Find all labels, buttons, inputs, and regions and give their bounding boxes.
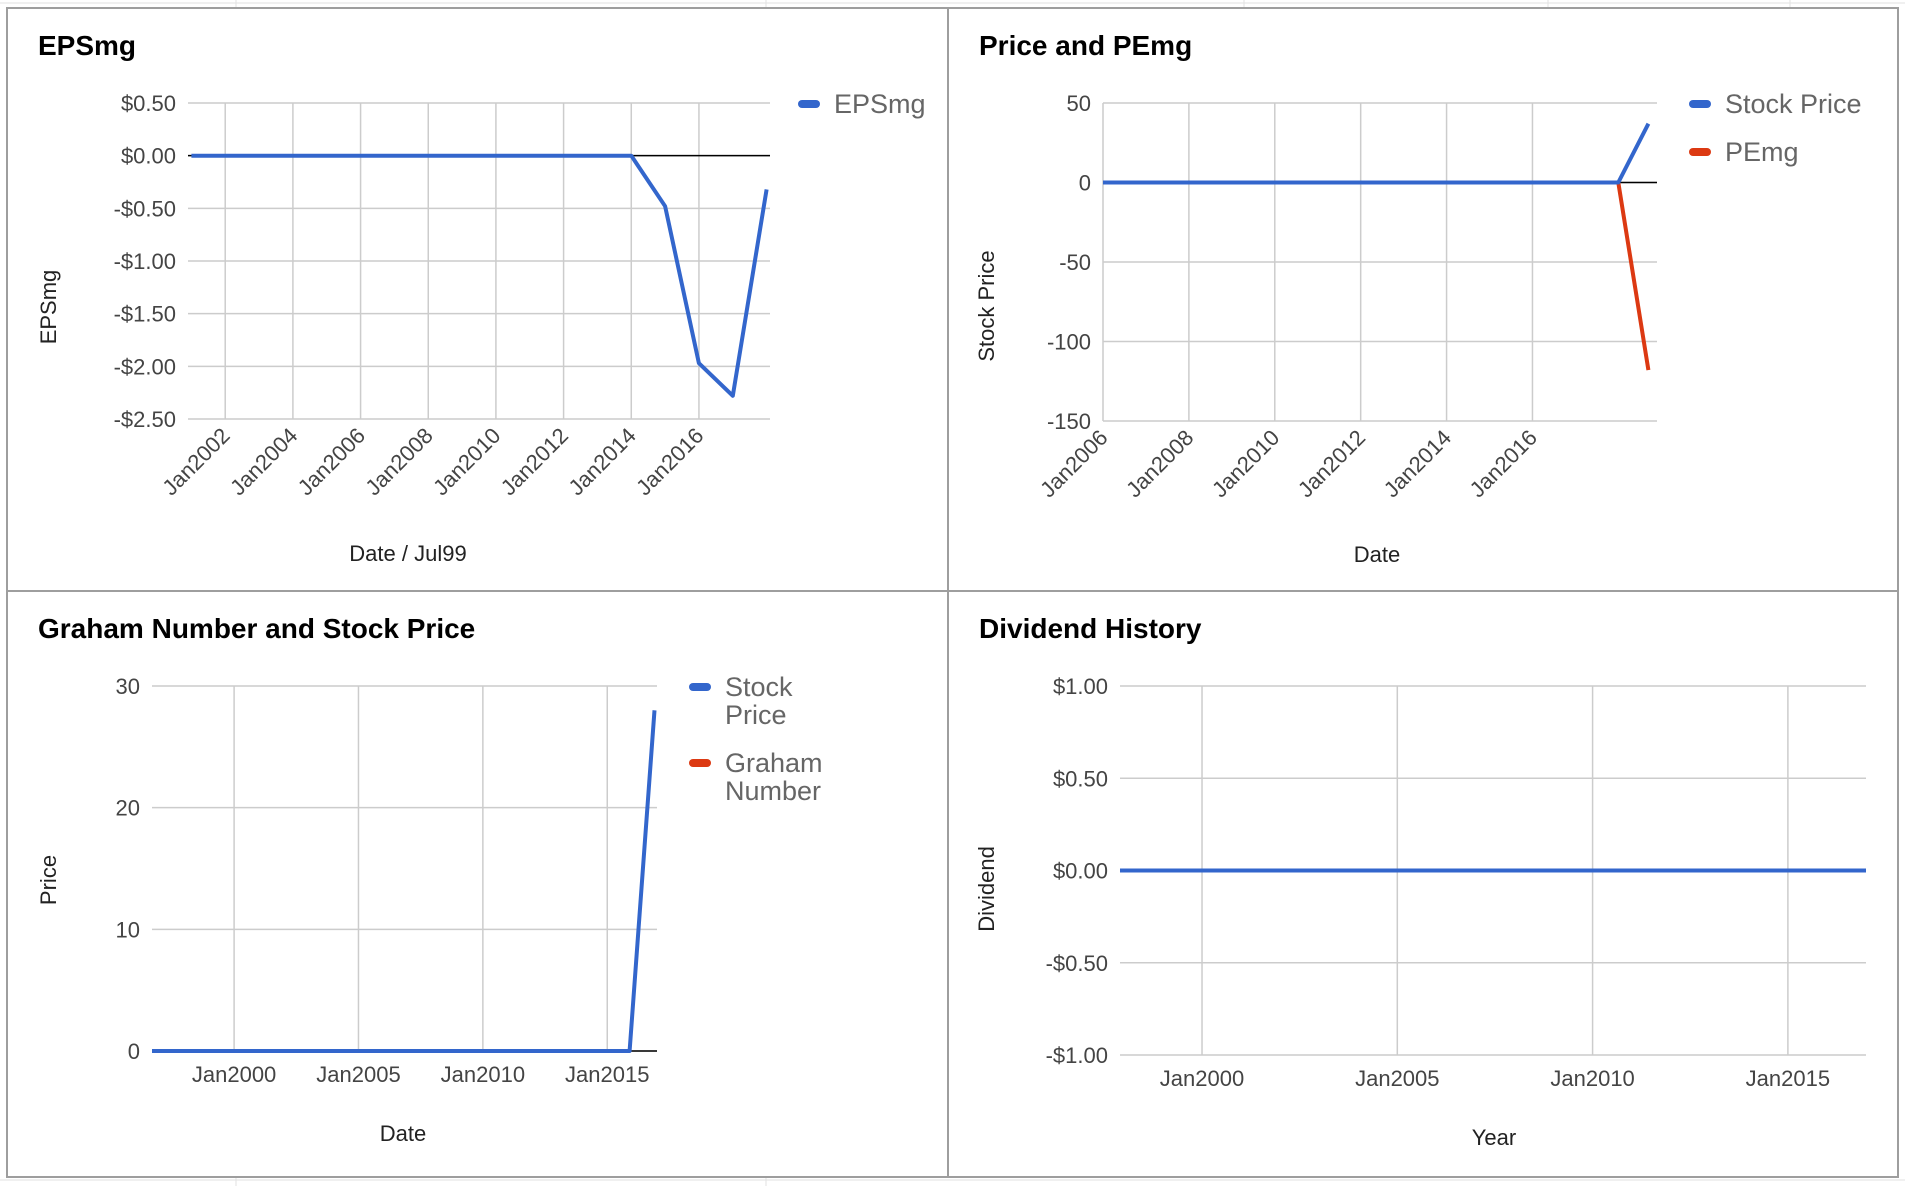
- legend-label: Graham Number: [725, 748, 823, 806]
- x-tick-label: Jan2014: [1379, 425, 1456, 502]
- y-axis-title: Dividend: [974, 846, 999, 932]
- legend-swatch: [1689, 148, 1711, 156]
- price-pemg-chart-svg: Price and PEmg 500-50-100-150 Jan2006 Jan…: [974, 30, 1862, 567]
- legend-item-graham-number[interactable]: Graham Number: [689, 748, 823, 806]
- x-tick-label: Jan2010: [428, 423, 505, 500]
- y-tick-label: -150: [1047, 409, 1091, 434]
- x-tick-label: Jan2006: [293, 423, 370, 500]
- y-tick-label: -$0.50: [1046, 951, 1108, 976]
- y-axis-title: EPSmg: [36, 270, 61, 345]
- x-tick-label: Jan2005: [316, 1062, 400, 1087]
- y-tick-label: -$1.00: [114, 249, 176, 274]
- series-line-stock-price: [1103, 122, 1651, 185]
- x-tick-label: Jan2002: [157, 423, 234, 500]
- x-tick-label: Jan2010: [1207, 425, 1284, 502]
- x-tick-label: Jan2016: [631, 423, 708, 500]
- x-tick-label: Jan2014: [563, 423, 640, 500]
- y-tick-label: -50: [1059, 250, 1091, 275]
- x-tick-label: Jan2015: [1746, 1066, 1830, 1091]
- x-tick-label: Jan2008: [360, 423, 437, 500]
- x-tick-label: Jan2004: [225, 423, 302, 500]
- y-tick-label: $0.00: [1053, 859, 1108, 884]
- legend-label: PEmg: [1725, 137, 1799, 167]
- y-tick-label: $1.00: [1053, 674, 1108, 699]
- y-tick-label: 50: [1067, 91, 1091, 116]
- x-tick-label: Jan2016: [1465, 425, 1542, 502]
- legend-label: Stock Price: [725, 672, 793, 730]
- y-tick-label: 0: [1079, 171, 1091, 196]
- x-tick-label: Jan2005: [1355, 1066, 1439, 1091]
- graham-chart-svg: Graham Number and Stock Price 30 20 10 0 Ja…: [36, 613, 823, 1146]
- y-tick-label: 20: [116, 796, 140, 821]
- chart-panel-graham[interactable]: Graham Number and Stock Price 30 20 10 0 Ja…: [6, 590, 949, 1178]
- y-tick-label: $0.50: [121, 91, 176, 116]
- epsmg-chart-svg: EPSmg $0.50 $0.00 -$0.50 -$1.00 -$1.50 -$2.00…: [36, 30, 926, 566]
- x-tick-label: Jan2010: [1550, 1066, 1634, 1091]
- x-tick-label: Jan2000: [1160, 1066, 1244, 1091]
- x-axis-title: Year: [1472, 1125, 1516, 1150]
- x-axis-title: Date: [380, 1121, 426, 1146]
- x-axis-title: Date / Jul99: [349, 541, 466, 566]
- y-tick-label: -$2.50: [114, 407, 176, 432]
- legend-item-stock-price[interactable]: Stock Price: [1689, 89, 1862, 119]
- legend-swatch: [689, 759, 711, 767]
- legend-label: EPSmg: [834, 89, 926, 119]
- y-tick-label: -$1.00: [1046, 1043, 1108, 1068]
- y-tick-label: -$0.50: [114, 196, 176, 221]
- x-axis-title: Date: [1354, 542, 1400, 567]
- legend-label: Stock Price: [1725, 89, 1862, 119]
- chart-panel-price-pemg[interactable]: Price and PEmg 50 0 -50 -100 -150 Jan2006 Jan…: [947, 7, 1899, 592]
- legend-item-pemg[interactable]: PEmg: [1689, 137, 1799, 167]
- x-tick-label: Jan2000: [192, 1062, 276, 1087]
- legend-swatch: [798, 100, 820, 108]
- y-tick-label: $0.00: [121, 144, 176, 169]
- x-tick-label: Jan2006: [1035, 425, 1112, 502]
- chart-panel-epsmg[interactable]: EPSmg $0.50 $0.00 -$0.50 -$1.00 -$1.50 -$2.00…: [6, 7, 949, 592]
- y-tick-label: -$1.50: [114, 302, 176, 327]
- x-tick-label: Jan2012: [1293, 425, 1370, 502]
- y-axis-title: Price: [36, 855, 61, 905]
- legend-swatch: [689, 683, 711, 691]
- legend-item-stock-price[interactable]: Stock Price: [689, 672, 793, 730]
- chart-title: Price and PEmg: [979, 30, 1192, 61]
- dividend-chart-svg: Dividend History $1.00 $0.50 $0.00 -$0.50 -$…: [974, 613, 1866, 1150]
- x-tick-label: Jan2008: [1121, 425, 1198, 502]
- y-tick-label: 10: [116, 917, 140, 942]
- y-axis-title: Stock Price: [974, 250, 999, 361]
- x-tick-label: Jan2010: [441, 1062, 525, 1087]
- chart-title: Dividend History: [979, 613, 1202, 644]
- y-tick-label: -100: [1047, 330, 1091, 355]
- chart-title: EPSmg: [38, 30, 136, 61]
- x-tick-label: Jan2015: [565, 1062, 649, 1087]
- legend-swatch: [1689, 100, 1711, 108]
- y-tick-label: 30: [116, 674, 140, 699]
- chart-title: Graham Number and Stock Price: [38, 613, 475, 644]
- y-tick-label: -$2.00: [114, 354, 176, 379]
- chart-panel-dividend[interactable]: Dividend History $1.00 $0.50 $0.00 -$0.50 -$…: [947, 590, 1899, 1178]
- y-tick-label: $0.50: [1053, 766, 1108, 791]
- y-tick-label: 0: [128, 1039, 140, 1064]
- series-line-epsmg: [191, 153, 769, 398]
- legend-item-epsmg[interactable]: EPSmg: [798, 89, 926, 119]
- x-tick-label: Jan2012: [496, 423, 573, 500]
- series-line-stock-price: [152, 710, 657, 1053]
